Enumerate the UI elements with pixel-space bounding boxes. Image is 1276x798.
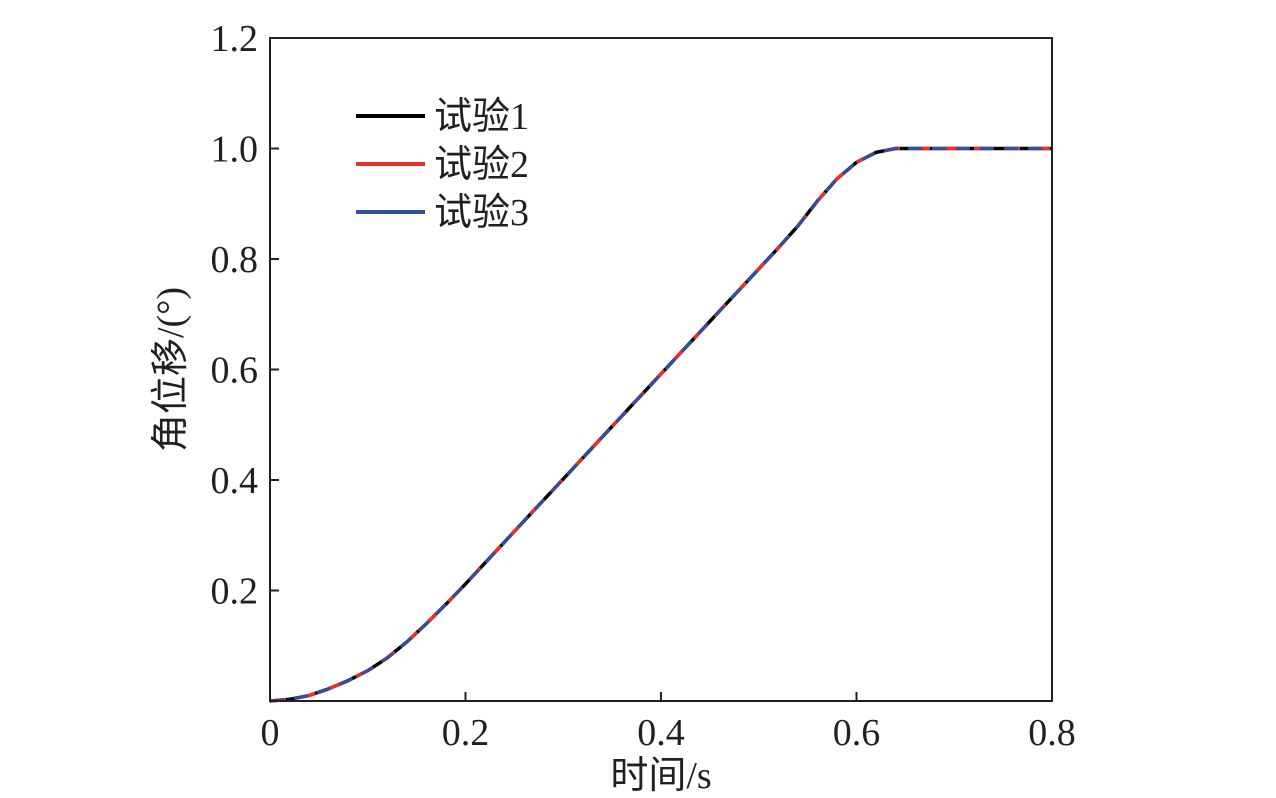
y-tick-label: 1.0	[211, 129, 259, 171]
x-axis-title: 时间/s	[610, 755, 711, 797]
series-layer	[269, 146, 1052, 703]
x-tick-label: 0.6	[833, 712, 881, 754]
y-tick-label: 0.2	[211, 571, 259, 613]
x-tick-label: 0.2	[442, 712, 490, 754]
series-line-3	[269, 147, 1052, 703]
x-tick-label: 0	[261, 712, 280, 754]
x-tick-label: 0.8	[1028, 712, 1076, 754]
y-tick-label: 0.6	[211, 350, 259, 392]
y-tick-label: 1.2	[211, 18, 259, 60]
series-line-2	[269, 146, 1052, 703]
axis-ticks: 0 0.2 0.4 0.6 0.8 0.2 0.4 0.6 0.8 1.0 1.2	[211, 18, 1076, 754]
legend-label-2: 试验2	[434, 144, 529, 186]
plot-area-frame	[269, 37, 1053, 702]
y-tick-label: 0.4	[211, 460, 259, 502]
x-tick-label: 0.4	[637, 712, 685, 754]
legend-label-3: 试验3	[434, 192, 529, 234]
y-axis-title: 角位移/(°)	[150, 287, 192, 452]
series-line-1	[269, 146, 1052, 703]
y-tick-label: 0.8	[211, 239, 259, 281]
legend: 试验1 试验2 试验3	[356, 96, 529, 234]
legend-label-1: 试验1	[434, 96, 529, 138]
